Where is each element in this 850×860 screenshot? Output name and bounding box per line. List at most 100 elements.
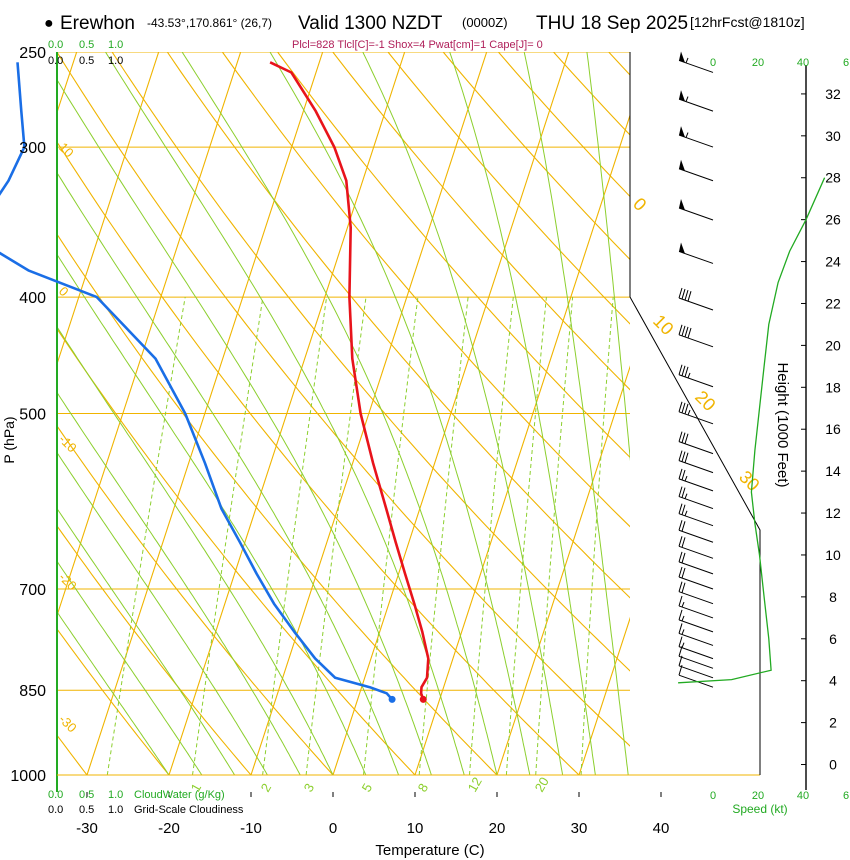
wind-barb-13 bbox=[678, 486, 714, 510]
dry-adiabat--20 bbox=[57, 628, 170, 775]
wind-barb-staff bbox=[678, 374, 714, 388]
dry-adiabat-140 bbox=[607, 52, 630, 76]
wind-barb-feather bbox=[678, 431, 683, 442]
wind-barb-staff bbox=[678, 655, 714, 669]
station-coords: -43.53°,170.861° (26,7) bbox=[147, 16, 272, 30]
dry-adiabat-100 bbox=[387, 52, 630, 325]
height-tick-label-14: 28 bbox=[825, 170, 841, 186]
wind-barb-feather bbox=[678, 581, 683, 592]
wind-barb-22 bbox=[678, 623, 714, 646]
moist-adiabat--12 bbox=[57, 507, 236, 775]
wind-barb-21 bbox=[678, 609, 714, 633]
wind-barb-feather bbox=[681, 504, 686, 515]
dewpoint-line bbox=[0, 62, 394, 701]
temperature-line bbox=[269, 61, 430, 700]
speed-bottom-tick-2: 40 bbox=[797, 790, 809, 802]
dewpoint-surface-dot bbox=[388, 695, 396, 703]
wind-barb-feather bbox=[681, 469, 686, 481]
moist-adiabat-16 bbox=[105, 52, 465, 775]
moist-adiabat-28 bbox=[362, 52, 564, 775]
height-tick-label-4: 8 bbox=[829, 589, 837, 605]
wind-barb-staff bbox=[678, 411, 714, 425]
isotherm-label-8: 30 bbox=[735, 467, 763, 495]
moist-adiabat-0 bbox=[57, 326, 334, 775]
wind-barb-feather bbox=[678, 566, 683, 578]
mixing-ratio-1 bbox=[192, 297, 264, 775]
height-tick-label-0: 0 bbox=[829, 757, 837, 773]
wind-barb-staff bbox=[678, 478, 714, 492]
wind-barb-staff bbox=[678, 665, 714, 679]
wind-barb-feather bbox=[684, 326, 689, 338]
isotherm--40 bbox=[57, 52, 242, 618]
dry-adiabat-60 bbox=[166, 52, 630, 599]
wind-barb-feather bbox=[678, 450, 683, 461]
wind-barb-half bbox=[681, 615, 685, 622]
wind-barb-flag bbox=[679, 51, 685, 63]
wind-barb-staff bbox=[678, 529, 714, 543]
dry-adiabat-0 bbox=[57, 425, 334, 775]
wind-barb-feather bbox=[681, 567, 686, 579]
wind-barb-feather bbox=[678, 287, 683, 299]
speed-bottom-tick-1: 20 bbox=[752, 790, 764, 802]
wind-barb-5 bbox=[678, 242, 714, 264]
mixing-ratio-label-4: 8 bbox=[415, 781, 432, 795]
wind-barb-staff bbox=[678, 576, 714, 590]
wind-barb-half bbox=[684, 510, 688, 516]
x-tick-label-6: 30 bbox=[571, 820, 588, 837]
cloudiness-label: Grid-Scale Cloudiness bbox=[134, 804, 244, 816]
cloudwater-bottom-tick-0: 0.0 bbox=[48, 789, 63, 801]
y-tick-label-1: 300 bbox=[19, 140, 46, 157]
valid-utc: (0000Z) bbox=[462, 15, 508, 30]
wind-barb-feather bbox=[678, 324, 683, 335]
wind-barb-staff bbox=[678, 168, 714, 182]
wind-barb-half bbox=[681, 629, 685, 635]
station-marker-icon: ● bbox=[44, 15, 54, 32]
wind-barb-feather bbox=[687, 291, 692, 302]
wind-barb-feather bbox=[681, 537, 686, 548]
isotherm-40 bbox=[653, 31, 850, 801]
wind-barb-8 bbox=[678, 364, 714, 388]
x-tick-label-1: -20 bbox=[158, 820, 180, 837]
speed-bottom-tick-0: 0 bbox=[710, 790, 716, 802]
isotherm-label-2: -10 bbox=[56, 432, 80, 456]
x-tick-label-2: -10 bbox=[240, 820, 262, 837]
wind-barb-10 bbox=[678, 431, 714, 455]
wind-barb-staff bbox=[678, 250, 714, 264]
cloudiness-top-tick-1: 0.5 bbox=[79, 55, 94, 67]
height-tick-label-15: 30 bbox=[825, 128, 841, 144]
station-name: Erewhon bbox=[60, 13, 135, 34]
speed-top-tick-3: 6 bbox=[843, 57, 849, 69]
cloudwater-bottom-tick-2: 1.0 bbox=[108, 789, 123, 801]
wind-barb-flag bbox=[679, 159, 685, 171]
wind-barb-half bbox=[681, 601, 685, 608]
speed-profile-line bbox=[678, 177, 826, 684]
speed-top-tick-1: 20 bbox=[752, 57, 764, 69]
speed-bottom-tick-3: 6 bbox=[843, 790, 849, 802]
isotherm-20 bbox=[496, 365, 630, 775]
x-tick-label-7: 40 bbox=[653, 820, 670, 837]
wind-barb-feather bbox=[678, 609, 683, 621]
wind-barb-24 bbox=[678, 646, 714, 669]
isotherm-label-4: -30 bbox=[56, 712, 80, 736]
wind-barb-6 bbox=[678, 287, 714, 311]
mixing-ratio-label-2: 3 bbox=[301, 781, 318, 795]
wind-barb-half bbox=[685, 57, 689, 64]
wind-barb-feather bbox=[678, 536, 683, 547]
isotherm--50 bbox=[57, 52, 160, 366]
wind-barb-staff bbox=[678, 134, 714, 148]
mixing-ratio-0.4 bbox=[106, 297, 186, 775]
dry-adiabat-80 bbox=[276, 52, 630, 459]
wind-barb-2 bbox=[678, 126, 714, 148]
wind-barb-staff bbox=[678, 632, 714, 646]
wind-barb-14 bbox=[678, 503, 714, 527]
wind-barb-3 bbox=[678, 159, 714, 182]
height-tick-label-16: 32 bbox=[825, 86, 841, 102]
speed-axis-title: Speed (kt) bbox=[732, 802, 787, 816]
moist-adiabat-32 bbox=[449, 52, 596, 775]
wind-barb-half bbox=[684, 475, 688, 482]
y-tick-label-0: 250 bbox=[19, 45, 46, 62]
wind-barb-feather bbox=[681, 451, 686, 462]
sounding-profiles bbox=[0, 61, 430, 703]
wind-barb-feather bbox=[678, 636, 683, 647]
